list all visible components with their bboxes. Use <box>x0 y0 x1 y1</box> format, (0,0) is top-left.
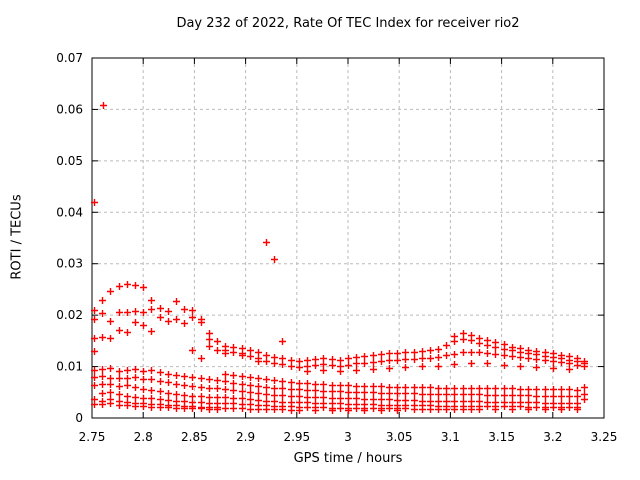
x-tick-label: 3 <box>344 430 352 444</box>
x-tick-label: 2.75 <box>79 430 106 444</box>
y-tick-label: 0.04 <box>56 205 83 219</box>
x-tick-label: 3.15 <box>488 430 515 444</box>
data-points <box>91 102 588 414</box>
plot-border <box>91 57 605 419</box>
y-tick-label: 0.02 <box>56 308 83 322</box>
y-tick-label: 0.03 <box>56 257 83 271</box>
x-tick-label: 3.2 <box>543 430 562 444</box>
x-tick-label: 2.8 <box>134 430 153 444</box>
x-tick-label: 2.95 <box>283 430 310 444</box>
y-tick-label: 0.01 <box>56 360 83 374</box>
y-tick-label: 0.07 <box>56 51 83 65</box>
x-tick-label: 2.9 <box>236 430 255 444</box>
y-tick-label: 0.06 <box>56 102 83 116</box>
x-tick-label: 3.05 <box>386 430 413 444</box>
x-tick-label: 2.85 <box>181 430 208 444</box>
x-axis-label: GPS time / hours <box>293 451 403 466</box>
chart-title: Day 232 of 2022, Rate Of TEC Index for r… <box>176 16 520 31</box>
x-tick-label: 3.25 <box>591 430 618 444</box>
y-tick-label: 0.05 <box>56 154 83 168</box>
y-tick-label: 0 <box>75 411 83 425</box>
x-tick-label: 3.1 <box>441 430 460 444</box>
